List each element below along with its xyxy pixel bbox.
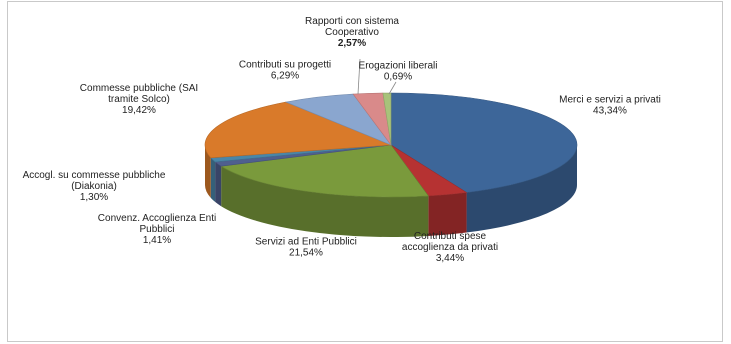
slice-side-4 bbox=[210, 157, 216, 202]
slice-name-label: tramite Solco) bbox=[108, 94, 170, 105]
leader-line-7 bbox=[357, 58, 361, 95]
slice-value-label: 19,42% bbox=[122, 105, 156, 116]
slice-value-label: 21,54% bbox=[289, 248, 323, 259]
slice-side-2 bbox=[221, 166, 429, 237]
slice-label-4: Accogl. su commesse pubbliche (Diakonia) 1… bbox=[23, 170, 166, 203]
slice-name-label: accoglienza da privati bbox=[402, 242, 498, 253]
slice-name-label: Cooperativo bbox=[325, 27, 379, 38]
slice-value-label: 6,29% bbox=[271, 71, 299, 82]
pie-chart: Merci e servizi a privati 43,34% Contribut… bbox=[23, 16, 661, 264]
slice-name-label: Pubblici bbox=[139, 224, 174, 235]
slice-name-label: Contributi spese bbox=[414, 231, 487, 242]
slice-value-label: 1,30% bbox=[80, 192, 108, 203]
slice-5 bbox=[204, 101, 392, 159]
slice-value-label: 0,69% bbox=[384, 72, 412, 83]
slice-label-2: Servizi ad Enti Pubblici 21,54% bbox=[255, 237, 357, 259]
slice-0 bbox=[390, 92, 578, 193]
leader-lines bbox=[357, 58, 397, 95]
slice-name-label: Contributi su progetti bbox=[239, 60, 331, 71]
slice-labels: Merci e servizi a privati 43,34% Contribut… bbox=[23, 16, 661, 264]
slice-side-1 bbox=[428, 192, 467, 236]
slice-value-label: 2,57% bbox=[338, 38, 366, 49]
slice-2 bbox=[220, 144, 429, 198]
slice-name-label: Merci e servizi a privati bbox=[559, 95, 661, 106]
pie-sides bbox=[205, 145, 577, 237]
pie-top bbox=[204, 92, 578, 198]
slice-name-label: Servizi ad Enti Pubblici bbox=[255, 237, 357, 248]
slice-side-5 bbox=[205, 145, 211, 198]
slice-8 bbox=[382, 92, 392, 146]
slice-name-label: Rapporti con sistema bbox=[305, 16, 399, 27]
slice-label-8: Erogazioni liberali 0,69% bbox=[359, 61, 438, 83]
slice-name-label: (Diakonia) bbox=[71, 181, 117, 192]
leader-line-8 bbox=[388, 81, 397, 95]
slice-label-5: Commesse pubbliche (SAI tramite Solco) 19,… bbox=[80, 83, 198, 116]
slice-label-3: Convenz. Accoglienza Enti Pubblici 1,41% bbox=[98, 213, 216, 246]
slice-name-label: Erogazioni liberali bbox=[359, 61, 438, 72]
slice-value-label: 1,41% bbox=[143, 235, 171, 246]
slice-name-label: Accogl. su commesse pubbliche bbox=[23, 170, 166, 181]
slice-label-1: Contributi spese accoglienza da privati 3,… bbox=[402, 231, 498, 264]
slice-value-label: 3,44% bbox=[436, 253, 464, 264]
slice-side-3 bbox=[215, 161, 222, 207]
slice-name-label: Convenz. Accoglienza Enti bbox=[98, 213, 216, 224]
slice-value-label: 43,34% bbox=[593, 106, 627, 117]
slice-name-label: Commesse pubbliche (SAI bbox=[80, 83, 198, 94]
slice-label-7: Rapporti con sistema Cooperativo 2,57% bbox=[305, 16, 399, 49]
slice-label-6: Contributi su progetti 6,29% bbox=[239, 60, 331, 82]
slice-side-0 bbox=[466, 145, 577, 233]
slice-label-0: Merci e servizi a privati 43,34% bbox=[559, 95, 661, 117]
chart-frame: Merci e servizi a privati 43,34% Contribut… bbox=[7, 1, 723, 342]
